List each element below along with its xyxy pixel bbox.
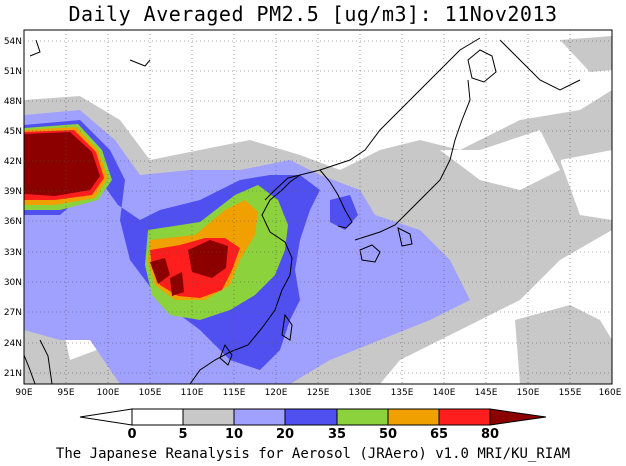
colorbar-swatch (336, 408, 389, 426)
lon-label: 90E (15, 388, 32, 398)
latitude-labels: 54N 51N 48N 45N 42N 39N 36N 33N 30N 27N … (4, 37, 22, 379)
lat-label: 42N (4, 157, 22, 167)
lon-label: 120E (265, 388, 288, 398)
colorbar-swatch (131, 408, 184, 426)
lon-label: 155E (559, 388, 582, 398)
colorbar-swatch (438, 408, 491, 426)
lon-label: 140E (433, 388, 456, 398)
lat-label: 51N (4, 67, 22, 77)
coastlines (24, 37, 581, 384)
colorbar-arrow-left (79, 408, 133, 426)
lat-label: 36N (4, 217, 22, 227)
lon-label: 145E (475, 388, 498, 398)
colorbar-label: 65 (430, 427, 448, 442)
lon-label: 130E (349, 388, 372, 398)
lon-label: 105E (139, 388, 162, 398)
lon-label: 160E (599, 388, 622, 398)
colorbar: 0 5 10 20 35 50 65 80 (79, 408, 547, 442)
colorbar-swatch (387, 408, 440, 426)
colorbar-label: 10 (225, 427, 243, 442)
lat-label: 21N (4, 369, 22, 379)
lon-label: 150E (517, 388, 540, 398)
lon-label: 110E (181, 388, 204, 398)
graticule (24, 30, 612, 384)
lat-label: 54N (4, 37, 22, 47)
lon-label: 135E (391, 388, 414, 398)
lat-label: 45N (4, 127, 22, 137)
colorbar-label: 50 (379, 427, 397, 442)
colorbar-swatch (182, 408, 235, 426)
lat-label: 30N (4, 278, 22, 288)
colorbar-label: 80 (481, 427, 499, 442)
colorbar-label: 20 (276, 427, 294, 442)
lon-label: 95E (57, 388, 74, 398)
lon-label: 115E (223, 388, 246, 398)
lat-label: 27N (4, 308, 22, 318)
colorbar-swatch (284, 408, 338, 426)
longitude-labels: 90E 95E 100E 105E 110E 115E 120E 125E 13… (15, 388, 621, 398)
colorbar-label: 5 (178, 427, 187, 442)
lat-label: 33N (4, 248, 22, 258)
lat-label: 24N (4, 339, 22, 349)
map-title: Daily Averaged PM2.5 [ug/m3]: 11Nov2013 (68, 2, 558, 26)
credit-footer: The Japanese Reanalysis for Aerosol (JRA… (55, 446, 571, 462)
colorbar-label: 0 (127, 427, 136, 442)
lat-label: 39N (4, 187, 22, 197)
colorbar-label: 35 (328, 427, 346, 442)
lon-label: 125E (307, 388, 330, 398)
lon-label: 100E (97, 388, 120, 398)
colorbar-swatch (233, 408, 286, 426)
colorbar-arrow-right (489, 408, 547, 426)
lat-label: 48N (4, 97, 22, 107)
